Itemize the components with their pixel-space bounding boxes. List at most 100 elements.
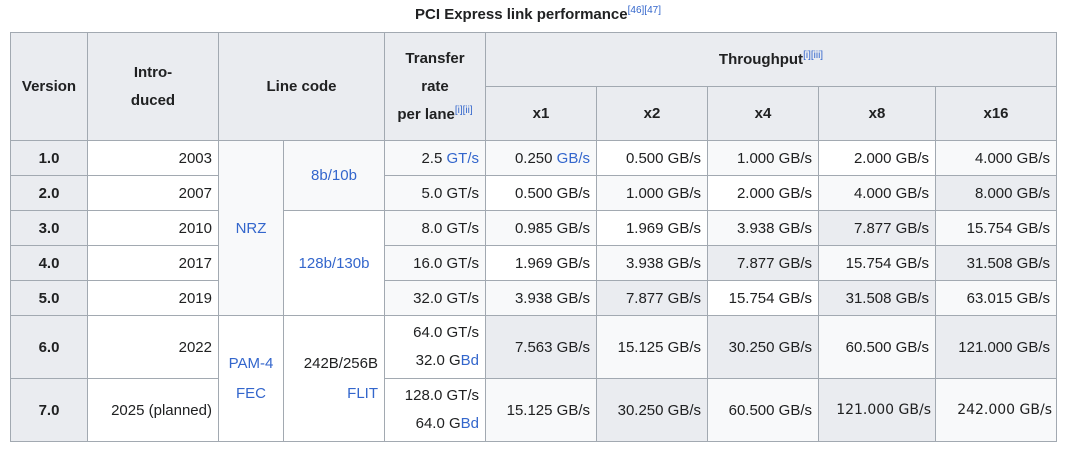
caption-title: PCI Express link performance [415, 6, 628, 23]
header-introduced: Intro-duced [87, 32, 219, 141]
header-lane-x16: x16 [935, 86, 1057, 141]
header-version: Version [10, 32, 88, 141]
throughput-cell: 3.938 GB/s [485, 280, 597, 316]
version-cell: 6.0 [10, 315, 88, 379]
throughput-cell: 7.877 GB/s [818, 210, 936, 246]
throughput-cell: 121.000 GB/s [935, 315, 1057, 379]
header-transfer-line2: rate [421, 77, 449, 95]
header-transfer-rate: Transfer rate per lane[i][ii] [384, 32, 486, 141]
throughput-cell: 1.000 GB/s [596, 175, 708, 211]
introduced-cell: 2007 [87, 175, 219, 211]
version-cell: 4.0 [10, 245, 88, 281]
transfer-rate-cell: 64.0 GT/s 32.0 GBd [384, 315, 486, 379]
header-line-code: Line code [218, 32, 385, 141]
baud-value: 32.0 G [415, 352, 461, 369]
header-transfer-line1: Transfer [405, 49, 465, 67]
throughput-cell: 15.754 GB/s [935, 210, 1057, 246]
gbs-link[interactable]: GB/s [556, 149, 590, 167]
throughput-cell: 1.969 GB/s [596, 210, 708, 246]
header-throughput-label: Throughput [718, 51, 804, 68]
throughput-cell: 31.508 GB/s [935, 245, 1057, 281]
version-cell: 5.0 [10, 280, 88, 316]
line-code-128b130b[interactable]: 128b/130b [283, 210, 385, 316]
introduced-cell: 2003 [87, 140, 219, 176]
throughput-value: 0.250 [514, 149, 553, 167]
transfer-rate-cell: 2.5 GT/s [384, 140, 486, 176]
transfer-rate-cell: 128.0 GT/s 64.0 GBd [384, 378, 486, 442]
line-code-nrz[interactable]: NRZ [218, 140, 284, 316]
header-lane-x2: x2 [596, 86, 708, 141]
throughput-cell: 15.125 GB/s [596, 315, 708, 379]
header-throughput: Throughput[i][iii] [485, 32, 1057, 87]
throughput-cell: 15.754 GB/s [818, 245, 936, 281]
transfer-rate-value: 128.0 GT/s [404, 387, 479, 404]
flit-link[interactable]: FLIT [347, 384, 378, 402]
throughput-cell: 1.000 GB/s [707, 140, 819, 176]
version-cell: 2.0 [10, 175, 88, 211]
baud-link[interactable]: Bd [460, 415, 479, 432]
line-code-pam4-fec: PAM-4 FEC [218, 315, 284, 442]
transfer-rate-cell: 32.0 GT/s [384, 280, 486, 316]
gts-link[interactable]: GT/s [446, 149, 480, 167]
table-caption: PCI Express link performance[46][47] [0, 5, 1076, 24]
baud-value: 64.0 G [415, 415, 461, 432]
throughput-cell: 31.508 GB/s [818, 280, 936, 316]
table-row: 3.0 2010 128b/130b 8.0 GT/s 0.985 GB/s 1… [10, 210, 1057, 316]
throughput-cell: 30.250 GB/s [707, 315, 819, 379]
throughput-cell: 7.563 GB/s [485, 315, 597, 379]
throughput-cell: 60.500 GB/s [818, 315, 936, 379]
transfer-rate-cell: 5.0 GT/s [384, 175, 486, 211]
throughput-cell: 0.500 GB/s [485, 175, 597, 211]
pam4-link[interactable]: PAM-4 [228, 354, 274, 372]
throughput-cell: 15.754 GB/s [707, 280, 819, 316]
fec-link[interactable]: FEC [236, 384, 266, 402]
line-code-8b10b[interactable]: 8b/10b [283, 140, 385, 211]
table-row: 1.0 2003 NRZ 8b/10b 2.5 GT/s 0.250 GB/s … [10, 140, 1057, 316]
code-242b256b: 242B/256B [303, 354, 378, 372]
caption-references[interactable]: [46][47] [627, 5, 661, 16]
transfer-references[interactable]: [i][ii] [454, 104, 473, 116]
throughput-cell: 0.250 GB/s [485, 140, 597, 176]
throughput-cell: 7.877 GB/s [596, 280, 708, 316]
header-lane-x8: x8 [818, 86, 936, 141]
header-lane-x4: x4 [707, 86, 819, 141]
throughput-cell: 3.938 GB/s [707, 210, 819, 246]
table-row: 7.0 2025 (planned) 128.0 GT/s 64.0 GBd 15… [10, 378, 1057, 442]
throughput-cell: 2.000 GB/s [818, 140, 936, 176]
throughput-cell: 8.000 GB/s [935, 175, 1057, 211]
header-introduced-line1: Intro- [133, 63, 173, 81]
table-row: 5.0 2019 32.0 GT/s 3.938 GB/s 7.877 GB/s… [10, 280, 1057, 316]
throughput-cell: 30.250 GB/s [596, 378, 708, 442]
header-lane-x1: x1 [485, 86, 597, 141]
throughput-cell: 4.000 GB/s [935, 140, 1057, 176]
table-row: 2.0 2007 5.0 GT/s 0.500 GB/s 1.000 GB/s … [10, 175, 1057, 211]
introduced-cell: 2022 [87, 315, 219, 379]
throughput-cell: 121.000 GB/s [818, 378, 936, 442]
version-cell: 3.0 [10, 210, 88, 246]
throughput-cell: 0.985 GB/s [485, 210, 597, 246]
throughput-cell: 4.000 GB/s [818, 175, 936, 211]
transfer-rate-value: 2.5 [421, 149, 443, 167]
table-row: 6.0 2022 PAM-4 FEC 242B/256B FLIT 64.0 GT/… [10, 315, 1057, 442]
version-cell: 7.0 [10, 378, 88, 442]
pcie-performance-table: Version Intro-duced Line code Transfer ra… [10, 32, 1057, 442]
throughput-cell: 0.500 GB/s [596, 140, 708, 176]
transfer-rate-value: 64.0 GT/s [413, 324, 479, 341]
throughput-cell: 1.969 GB/s [485, 245, 597, 281]
transfer-rate-cell: 16.0 GT/s [384, 245, 486, 281]
header-transfer-line3: per lane [397, 105, 455, 123]
throughput-references[interactable]: [i][iii] [803, 50, 824, 61]
throughput-cell: 242.000 GB/s [935, 378, 1057, 442]
header-introduced-line2: duced [130, 91, 176, 109]
throughput-cell: 15.125 GB/s [485, 378, 597, 442]
introduced-cell: 2010 [87, 210, 219, 246]
introduced-cell: 2025 (planned) [87, 378, 219, 442]
throughput-cell: 3.938 GB/s [596, 245, 708, 281]
throughput-cell: 60.500 GB/s [707, 378, 819, 442]
introduced-cell: 2019 [87, 280, 219, 316]
throughput-cell: 7.877 GB/s [707, 245, 819, 281]
throughput-cell: 63.015 GB/s [935, 280, 1057, 316]
introduced-cell: 2017 [87, 245, 219, 281]
table-row: 4.0 2017 16.0 GT/s 1.969 GB/s 3.938 GB/s… [10, 245, 1057, 281]
baud-link[interactable]: Bd [460, 352, 479, 369]
